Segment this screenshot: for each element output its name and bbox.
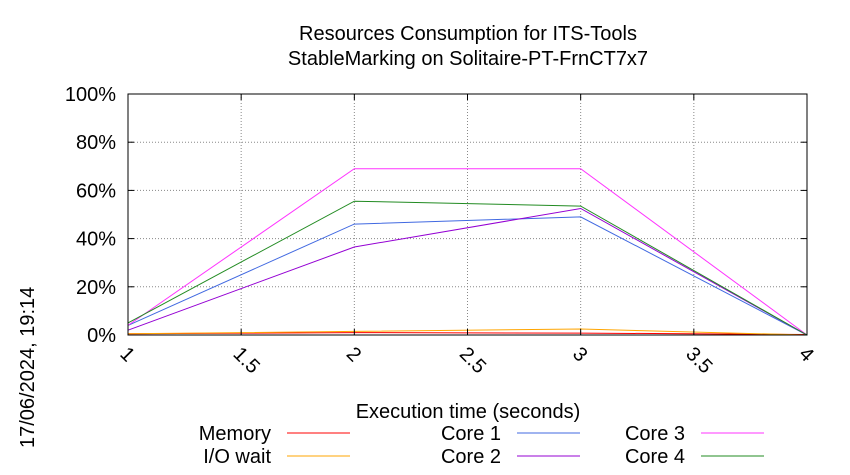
y-tick-label: 0% [87,325,116,347]
y-tick-label: 60% [76,180,116,202]
x-tick-label: 2.5 [455,343,490,378]
legend-label: I/O wait [203,446,271,468]
legend-label: Core 4 [625,446,685,468]
x-tick-label: 3.5 [681,343,716,378]
y-tick-label: 80% [76,132,116,154]
x-tick-label: 1.5 [229,343,264,378]
legend-label: Core 3 [625,423,685,445]
grid [127,93,808,336]
series-line-core-3 [127,168,808,336]
chart-title-line-2: StableMarking on Solitaire-PT-FrnCT7x7 [288,48,648,70]
series-line-core-2 [127,207,808,336]
x-tick-label: 2 [342,343,365,366]
timestamp: 17/06/2024, 19:14 [17,287,39,448]
legend-label: Memory [199,423,271,445]
y-tick-label: 100% [65,84,116,106]
legend-label: Core 2 [441,446,501,468]
y-tick-label: 20% [76,277,116,299]
x-tick-label: 1 [115,343,138,366]
y-tick-label: 40% [76,229,116,251]
series-line-core-4 [127,200,808,336]
legend-label: Core 1 [441,423,501,445]
x-axis-label: Execution time (seconds) [356,401,581,423]
chart-title-line-1: Resources Consumption for ITS-Tools [299,23,637,45]
series-line-core-1 [127,216,808,336]
x-tick-label: 3 [568,343,591,366]
x-tick-label: 4 [794,343,817,366]
